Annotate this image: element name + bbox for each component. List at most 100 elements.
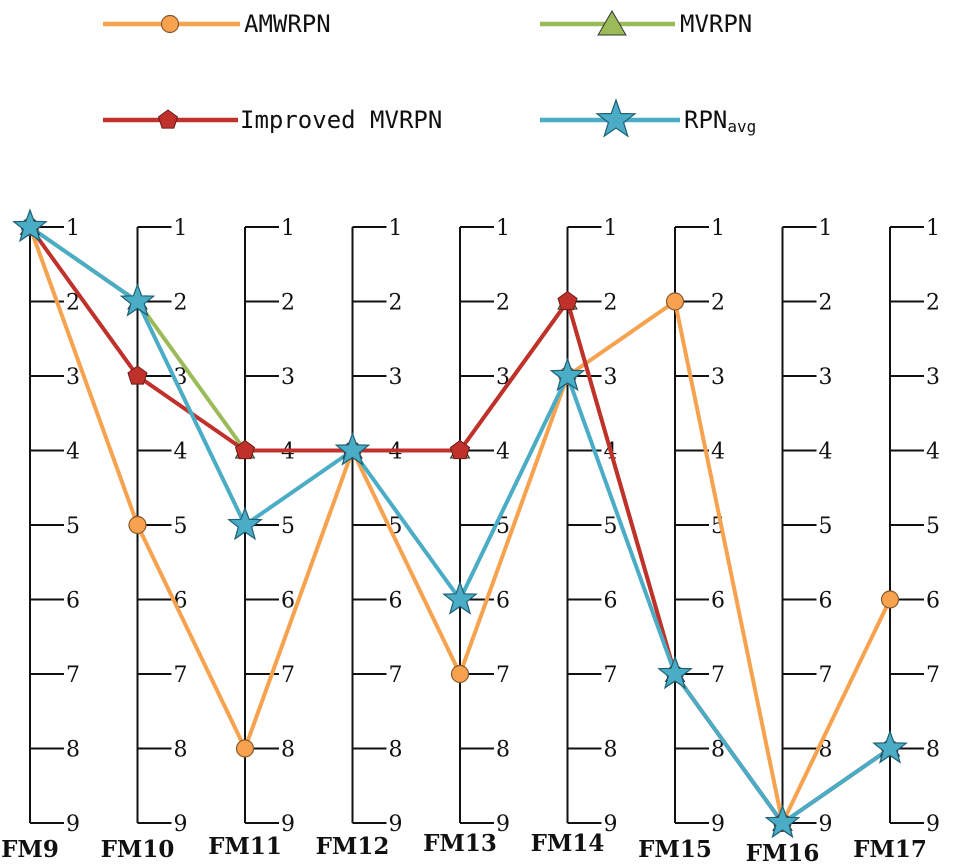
axis-tick-label: 7 (66, 663, 80, 688)
data-point-0 (450, 664, 470, 684)
data-point-3 (764, 804, 801, 839)
data-point-3 (227, 506, 263, 541)
category-label: FM12 (316, 833, 390, 860)
axis-tick-label: 2 (389, 291, 403, 316)
axis-tick-label: 2 (711, 291, 725, 316)
data-point-3 (872, 729, 908, 764)
axis-tick-label: 6 (926, 589, 940, 614)
axis-tick-label: 4 (496, 440, 510, 465)
data-point-2 (127, 365, 148, 385)
data-point-0 (128, 515, 147, 535)
axis-tick-label: 4 (819, 440, 833, 465)
axis-tick-label: 8 (926, 738, 940, 763)
axis-tick-label: 7 (926, 663, 940, 688)
axis-tick-label: 5 (604, 514, 618, 539)
data-point-2 (557, 290, 578, 311)
category-label: FM13 (423, 830, 497, 857)
axis-tick-label: 3 (66, 365, 80, 390)
category-label: FM16 (746, 840, 820, 866)
axis-tick-label: 2 (604, 291, 618, 316)
legend-label: Improved MVRPN (240, 106, 442, 134)
axis-tick-label: 8 (604, 738, 618, 763)
axis-tick-label: 9 (604, 812, 618, 837)
axis-tick-label: 8 (389, 738, 403, 763)
data-point-2 (449, 439, 471, 460)
axis-tick-label: 1 (711, 216, 725, 241)
axis-tick-label: 6 (711, 589, 725, 614)
category-label: FM14 (531, 830, 605, 857)
axis-tick-label: 2 (281, 291, 295, 316)
legend-marker (160, 14, 180, 34)
axis-tick-label: 8 (66, 738, 80, 763)
axis-tick-label: 1 (66, 216, 80, 241)
axis-tick-label: 6 (389, 589, 403, 614)
axis-tick-label: 6 (819, 589, 833, 614)
axis-tick-label: 6 (281, 589, 295, 614)
axis-tick-label: 1 (174, 216, 188, 241)
axis-tick-label: 4 (174, 440, 188, 465)
axis-tick-label: 3 (389, 365, 403, 390)
axis-tick-label: 1 (496, 216, 510, 241)
axis-tick-label: 3 (711, 365, 725, 390)
axis-tick-label: 5 (174, 514, 188, 539)
legend-marker (157, 109, 179, 129)
axis-tick-label: 2 (66, 291, 80, 316)
data-point-3 (334, 431, 371, 466)
category-label: FM10 (101, 836, 175, 863)
axis-tick-label: 7 (496, 663, 510, 688)
axis-tick-label: 8 (711, 738, 725, 763)
axis-tick-label: 9 (711, 812, 725, 837)
data-point-3 (657, 655, 693, 690)
axis-tick-label: 3 (604, 365, 618, 390)
axis-tick-label: 5 (66, 514, 80, 539)
axis-tick-label: 5 (926, 514, 940, 539)
axis-tick-label: 9 (496, 812, 510, 837)
data-point-0 (665, 292, 685, 311)
legend-marker (595, 98, 637, 138)
axis-tick-label: 3 (926, 365, 940, 390)
axis-tick-label: 5 (819, 514, 833, 539)
parallel-axes: 1 2 3 4 5 6 7 8 9 1 2 3 4 5 6 7 8 9 1 2 3 4 5 6 7 8 9 1 2 3 4 5 6 7 8 9 1 2 3 4… (29, 216, 940, 837)
category-label: FM11 (208, 833, 282, 860)
data-point-0 (880, 590, 900, 609)
axis-tick-label: 9 (926, 812, 940, 837)
axis-tick-label: 3 (281, 365, 295, 390)
category-label: FM17 (853, 836, 927, 863)
axis-tick-label: 9 (174, 812, 188, 837)
axis-tick-label: 2 (174, 291, 188, 316)
legend: AMWRPN MVRPN Improved MVRPN RPNavg (103, 10, 756, 138)
axis-tick-label: 7 (174, 663, 188, 688)
axis-tick-label: 1 (604, 216, 618, 241)
series-markers (12, 208, 908, 839)
axis-tick-label: 4 (711, 440, 725, 465)
axis-tick-label: 7 (819, 663, 833, 688)
axis-tick-label: 6 (66, 589, 80, 614)
axis-tick-label: 9 (66, 812, 80, 837)
axis-tick-label: 1 (926, 216, 940, 241)
axis-tick-label: 2 (496, 291, 510, 316)
axis-tick-label: 1 (281, 216, 295, 241)
axis-tick-label: 8 (281, 738, 295, 763)
axis-tick-label: 7 (389, 663, 403, 688)
axis-tick-label: 2 (926, 291, 940, 316)
axis-tick-label: 1 (819, 216, 833, 241)
axis-tick-label: 7 (711, 663, 725, 688)
axis-tick-label: 9 (281, 812, 295, 837)
axis-tick-label: 4 (926, 440, 940, 465)
axis-tick-label: 2 (819, 291, 833, 316)
axis-tick-label: 8 (496, 738, 510, 763)
data-point-0 (235, 739, 255, 758)
data-point-3 (12, 208, 48, 243)
legend-marker (597, 10, 627, 36)
axis-tick-label: 5 (281, 514, 295, 539)
legend-label: AMWRPN (244, 10, 331, 38)
axis-tick-label: 4 (66, 440, 80, 465)
legend-label: RPNavg (684, 106, 756, 136)
category-label: FM15 (638, 836, 712, 863)
axis-tick-label: 7 (604, 663, 618, 688)
category-label: FM9 (1, 836, 59, 863)
axis-tick-label: 6 (496, 589, 510, 614)
axis-tick-label: 7 (281, 663, 295, 688)
axis-tick-label: 1 (389, 216, 403, 241)
